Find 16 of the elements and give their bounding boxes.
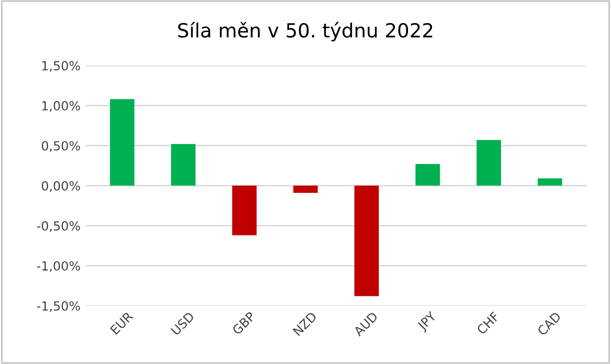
bar xyxy=(415,164,440,186)
y-tick-label: 1,00% xyxy=(42,101,80,112)
bar xyxy=(232,186,257,236)
bar xyxy=(110,99,134,186)
y-tick-label: 0,00% xyxy=(42,181,80,192)
bar xyxy=(293,186,318,193)
y-tick-label: 1,50% xyxy=(42,60,80,72)
y-tick-label: -0,50% xyxy=(37,221,80,232)
y-tick-label: -1,50% xyxy=(37,301,80,312)
bar xyxy=(354,186,379,296)
y-tick-label: 0,50% xyxy=(42,141,80,152)
bar xyxy=(476,140,502,186)
bar xyxy=(171,144,196,186)
y-tick-label: -1,00% xyxy=(37,261,80,272)
chart-title: Síla měn v 50. týdnu 2022 xyxy=(178,22,432,42)
bar xyxy=(538,178,562,186)
